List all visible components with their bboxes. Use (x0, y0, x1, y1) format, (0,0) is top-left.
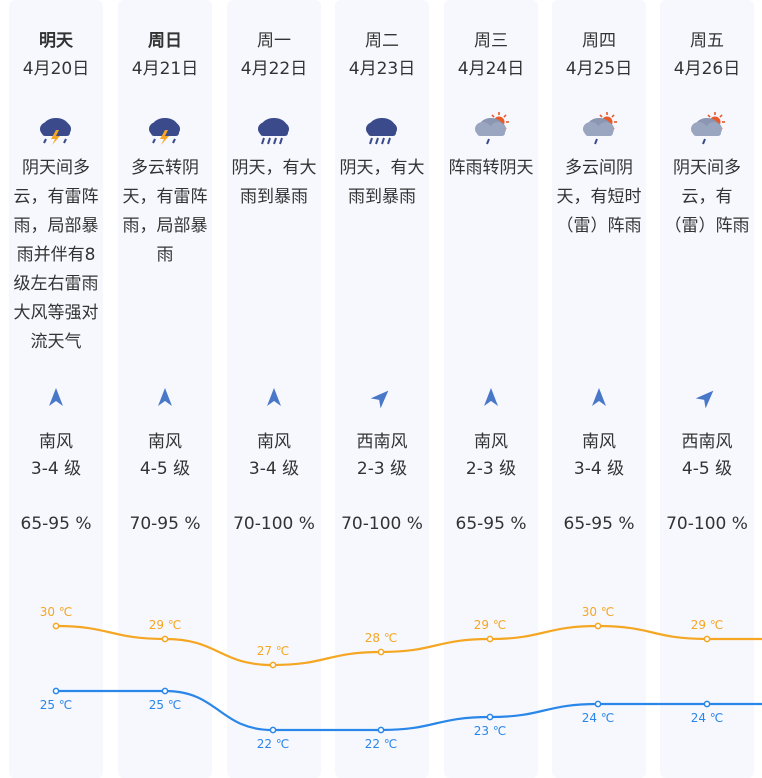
day-column: 周五 4月26日阴天间多云，有（雷）阵雨西南风 4-5 级 70-100 % (660, 0, 754, 778)
low-temp-label: 22 ℃ (257, 737, 290, 751)
wind-direction: 南风 (474, 432, 508, 452)
wind-level: 4-5 级 (139, 459, 191, 479)
humidity: 70-100 % (666, 514, 748, 534)
day-name: 周三 (474, 31, 508, 51)
wind-level: 2-3 级 (356, 459, 408, 479)
wind-direction: 南风 (148, 432, 182, 452)
day-name: 周日 (148, 31, 182, 51)
wind-direction-icon (695, 390, 714, 409)
high-temp-label: 29 ℃ (691, 618, 724, 632)
day-date: 4月21日 (131, 59, 199, 79)
day-date: 4月26日 (673, 59, 741, 79)
weather-description: 阴天，有大雨到暴雨 (231, 158, 317, 207)
wind-level: 3-4 级 (30, 459, 82, 479)
low-temp-point (377, 726, 385, 734)
humidity: 70-100 % (233, 514, 315, 534)
low-temp-point (703, 700, 711, 708)
low-temp-label: 22 ℃ (365, 737, 398, 751)
wind-direction: 西南风 (681, 432, 733, 452)
day-column: 周三 4月24日阵雨转阴天南风 2-3 级 65-95 % (444, 0, 538, 778)
high-temp-point (52, 622, 60, 630)
weather-description: 阵雨转阴天 (448, 158, 534, 178)
wind-level: 3-4 级 (248, 459, 300, 479)
day-column: 周日 4月21日多云转阴天，有雷阵雨，局部暴雨南风 4-5 级 70-95 % (118, 0, 212, 778)
high-temp-label: 28 ℃ (365, 631, 398, 645)
high-temp-point (269, 661, 277, 669)
day-name: 周二 (365, 31, 399, 51)
wind-direction-icon (370, 390, 389, 409)
temperature-chart: 30 ℃ 29 ℃ 27 ℃ 28 ℃ 29 ℃ 30 ℃ 29 ℃ 25 ℃ 25 ℃ 22 ℃… (40, 605, 762, 751)
humidity: 65-95 % (455, 514, 527, 534)
day-name: 明天 (39, 31, 73, 51)
sun-cloud-rain-icon (475, 112, 509, 145)
low-temp-point (486, 713, 494, 721)
wind-direction-icon (484, 388, 498, 406)
day-column: 周一 4月22日阴天，有大雨到暴雨南风 3-4 级 70-100 % (227, 0, 321, 778)
low-temp-label: 25 ℃ (149, 698, 182, 712)
low-temp-line (55, 689, 762, 732)
day-date: 4月20日 (22, 59, 90, 79)
high-temp-label: 30 ℃ (582, 605, 615, 619)
sun-cloud-rain-icon (691, 112, 725, 145)
wind-direction-icon (592, 388, 606, 406)
day-column: 周二 4月23日阴天，有大雨到暴雨西南风 2-3 级 70-100 % (335, 0, 429, 778)
high-temp-point (161, 635, 169, 643)
wind-level: 3-4 级 (573, 459, 625, 479)
low-temp-point (52, 687, 60, 695)
day-date: 4月25日 (565, 59, 633, 79)
high-temp-point (377, 648, 385, 656)
high-temp-line (55, 624, 762, 667)
high-temp-label: 27 ℃ (257, 644, 290, 658)
day-name: 周五 (690, 31, 724, 51)
weather-description: 多云转阴天，有雷阵雨，局部暴雨 (122, 158, 208, 265)
thunderstorm-icon (149, 118, 180, 145)
day-name: 周四 (582, 31, 616, 51)
wind-direction: 南风 (257, 432, 291, 452)
thunderstorm-icon (40, 118, 71, 145)
humidity: 65-95 % (20, 514, 92, 534)
high-temp-label: 30 ℃ (40, 605, 73, 619)
weather-description: 阴天间多云，有（雷）阵雨 (664, 158, 750, 236)
high-temp-point (594, 622, 602, 630)
low-temp-point (594, 700, 602, 708)
day-date: 4月23日 (348, 59, 416, 79)
weather-description: 阴天间多云，有雷阵雨，局部暴雨并伴有8级左右雷雨大风等强对流天气 (13, 158, 99, 352)
low-temp-label: 24 ℃ (691, 711, 724, 725)
weather-description: 多云间阴天，有短时（雷）阵雨 (556, 158, 642, 236)
wind-direction-icon (267, 388, 281, 406)
weather-description: 阴天，有大雨到暴雨 (339, 158, 425, 207)
wind-direction-icon (158, 388, 172, 406)
heavy-rain-icon (366, 118, 397, 145)
high-temp-label: 29 ℃ (149, 618, 182, 632)
day-date: 4月22日 (240, 59, 308, 79)
low-temp-point (269, 726, 277, 734)
wind-direction: 南风 (39, 432, 73, 452)
wind-direction: 南风 (582, 432, 616, 452)
high-temp-point (703, 635, 711, 643)
low-temp-label: 23 ℃ (474, 724, 507, 738)
day-date: 4月24日 (457, 59, 525, 79)
sun-cloud-rain-icon (583, 112, 617, 145)
low-temp-label: 25 ℃ (40, 698, 73, 712)
wind-direction-icon (49, 388, 63, 406)
high-temp-label: 29 ℃ (474, 618, 507, 632)
humidity: 65-95 % (563, 514, 635, 534)
day-column: 周四 4月25日多云间阴天，有短时（雷）阵雨南风 3-4 级 65-95 % (552, 0, 646, 778)
wind-level: 4-5 级 (681, 459, 733, 479)
humidity: 70-95 % (129, 514, 201, 534)
low-temp-point (161, 687, 169, 695)
heavy-rain-icon (258, 118, 289, 145)
day-column: 明天 4月20日阴天间多云，有雷阵雨，局部暴雨并伴有8级左右雷雨大风等强对流天气南… (9, 0, 103, 778)
wind-level: 2-3 级 (465, 459, 517, 479)
wind-direction: 西南风 (356, 432, 408, 452)
humidity: 70-100 % (341, 514, 423, 534)
low-temp-label: 24 ℃ (582, 711, 615, 725)
high-temp-point (486, 635, 494, 643)
day-name: 周一 (257, 31, 291, 51)
